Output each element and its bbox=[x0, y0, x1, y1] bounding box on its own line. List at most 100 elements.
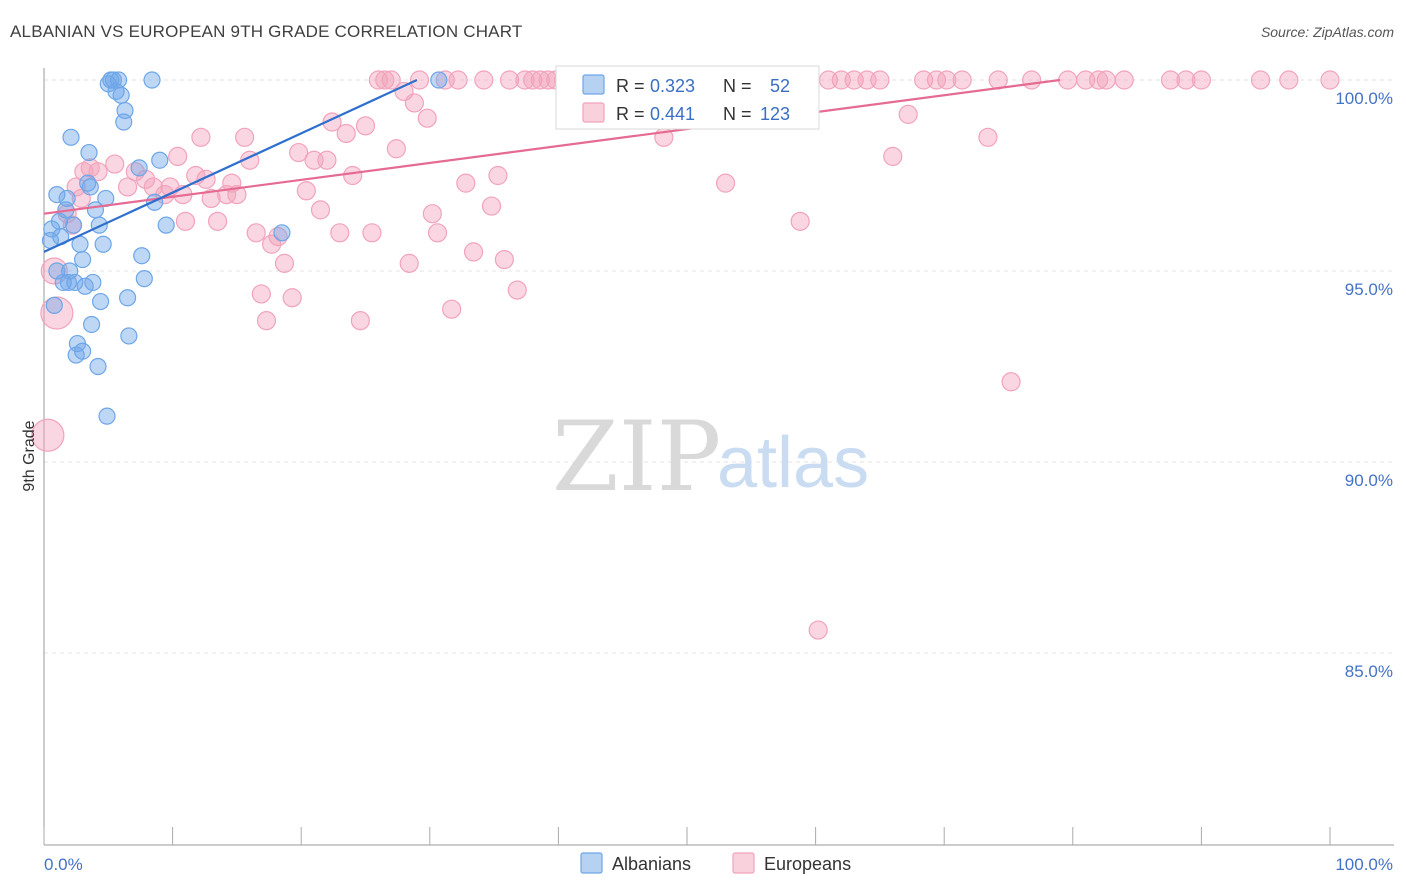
europeans-point bbox=[1088, 70, 1109, 90]
albanians-point bbox=[98, 407, 116, 425]
albanians-point bbox=[130, 159, 148, 177]
europeans-point bbox=[274, 253, 295, 273]
x-ticks bbox=[43, 827, 1331, 845]
y-tick-label: 95.0% bbox=[1345, 280, 1393, 299]
albanians-point bbox=[84, 273, 102, 292]
europeans-point bbox=[251, 284, 271, 304]
europeans-point bbox=[463, 242, 484, 262]
albanians-point bbox=[76, 277, 94, 295]
albanians-point bbox=[135, 270, 153, 288]
europeans-point bbox=[168, 146, 188, 166]
europeans-point bbox=[427, 223, 448, 243]
europeans-point bbox=[499, 70, 520, 90]
europeans-point bbox=[808, 620, 828, 640]
europeans-point bbox=[1058, 70, 1078, 90]
albanians-point bbox=[89, 357, 107, 376]
europeans-point bbox=[523, 70, 543, 90]
europeans-point bbox=[494, 249, 514, 270]
albanians-point bbox=[73, 250, 92, 269]
europeans-point bbox=[1176, 70, 1196, 90]
albanians-point bbox=[273, 224, 291, 242]
europeans-point bbox=[175, 211, 196, 231]
albanians-point bbox=[112, 86, 130, 104]
europeans-point bbox=[952, 70, 972, 90]
europeans-point bbox=[1160, 70, 1181, 90]
europeans-point bbox=[105, 154, 125, 174]
albanians-point bbox=[109, 71, 128, 89]
legend-albanians-r-label: R = bbox=[616, 76, 645, 96]
bottom-legend-europeans-label: Europeans bbox=[764, 854, 851, 874]
trend-lines bbox=[43, 78, 1061, 253]
albanians-point bbox=[133, 247, 151, 265]
albanians-point bbox=[157, 216, 175, 234]
albanians-point bbox=[118, 289, 137, 307]
europeans-point bbox=[926, 70, 947, 90]
europeans-point bbox=[117, 177, 138, 197]
europeans-point bbox=[330, 223, 350, 243]
europeans-trend-line bbox=[43, 78, 1061, 215]
x-tick-label-max: 100.0% bbox=[1335, 855, 1393, 874]
europeans-point bbox=[883, 146, 903, 166]
europeans-point bbox=[790, 211, 810, 231]
albanians-point bbox=[66, 273, 84, 292]
europeans-point bbox=[235, 127, 255, 147]
europeans-point bbox=[227, 185, 247, 205]
europeans-point bbox=[448, 70, 468, 90]
europeans-point bbox=[208, 211, 228, 231]
europeans-point bbox=[515, 70, 535, 90]
legend-europeans-n-label: N = bbox=[723, 104, 752, 124]
europeans-point bbox=[375, 70, 395, 90]
y-tick-labels: 100.0% 95.0% 90.0% 85.0% bbox=[1335, 89, 1393, 681]
europeans-point bbox=[289, 142, 309, 163]
europeans-point bbox=[317, 150, 337, 170]
correlation-legend: R = 0.323 N = 52 R = 0.441 N = 123 bbox=[555, 65, 820, 130]
albanians-point bbox=[48, 186, 66, 204]
legend-europeans-n-value: 123 bbox=[760, 104, 790, 124]
watermark-zip: ZIP bbox=[552, 401, 721, 513]
europeans-point bbox=[143, 177, 163, 197]
albanians-point bbox=[120, 327, 138, 345]
chart-title: ALBANIAN VS EUROPEAN 9TH GRADE CORRELATI… bbox=[10, 22, 523, 41]
albanians-point bbox=[145, 193, 164, 211]
axes bbox=[43, 68, 1394, 846]
albanians-point bbox=[116, 101, 134, 120]
albanians-point bbox=[94, 235, 112, 253]
europeans-point bbox=[409, 70, 430, 90]
albanians-point bbox=[151, 151, 169, 169]
bottom-legend-albanians-swatch bbox=[580, 852, 603, 874]
albanians-point bbox=[81, 178, 99, 196]
europeans-point bbox=[296, 181, 316, 201]
legend-albanians-n-value: 52 bbox=[770, 76, 790, 96]
europeans-point bbox=[362, 223, 382, 243]
europeans-point bbox=[474, 70, 494, 90]
europeans-point bbox=[1279, 70, 1299, 90]
europeans-point bbox=[246, 223, 266, 243]
legend-albanians-n-label: N = bbox=[723, 76, 752, 96]
x-tick-label-min: 0.0% bbox=[44, 855, 83, 874]
y-axis-title: 9th Grade bbox=[21, 420, 38, 491]
europeans-point bbox=[399, 253, 419, 273]
watermark: ZIP atlas bbox=[552, 401, 869, 513]
europeans-point bbox=[456, 173, 476, 193]
albanians-point bbox=[64, 216, 83, 234]
europeans-point bbox=[870, 70, 890, 90]
europeans-point bbox=[417, 108, 437, 128]
europeans-points bbox=[31, 70, 1340, 640]
europeans-point bbox=[715, 173, 736, 193]
europeans-point bbox=[422, 204, 442, 224]
europeans-point bbox=[898, 104, 918, 124]
europeans-point bbox=[191, 127, 211, 147]
legend-europeans-r-label: R = bbox=[616, 104, 645, 124]
bottom-legend-albanians-label: Albanians bbox=[612, 854, 691, 874]
europeans-point bbox=[404, 93, 424, 113]
europeans-point bbox=[386, 139, 406, 159]
europeans-point bbox=[355, 116, 376, 136]
europeans-point bbox=[1096, 70, 1116, 90]
albanians-point bbox=[80, 143, 98, 162]
albanians-trend-line bbox=[43, 79, 418, 253]
europeans-point bbox=[262, 234, 282, 254]
europeans-point bbox=[310, 200, 331, 220]
albanians-point bbox=[143, 71, 161, 89]
albanians-point bbox=[91, 292, 110, 311]
